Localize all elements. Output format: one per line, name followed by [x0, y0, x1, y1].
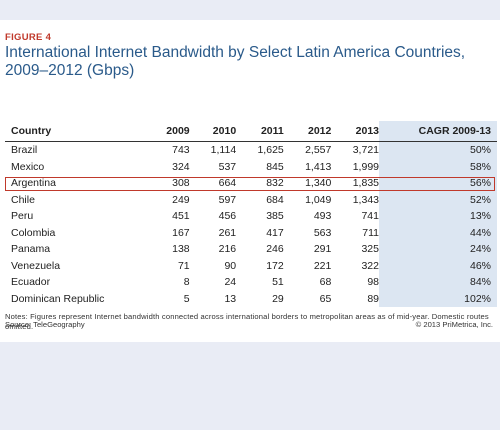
cell-country: Venezuela: [11, 259, 61, 272]
table-row: Panama 138 216 246 291 325 24%: [5, 241, 497, 258]
cell-2009: 167: [172, 226, 190, 239]
cell-cagr: 102%: [464, 292, 491, 305]
cell-2011: 845: [266, 160, 284, 173]
cell-2009: 71: [177, 259, 190, 272]
cell-country: Panama: [11, 243, 51, 256]
table-row: Chile 249 597 684 1,049 1,343 52%: [5, 192, 497, 209]
table-body: Brazil 743 1,114 1,625 2,557 3,721 50% Mexico 32…: [5, 142, 497, 308]
cell-2012: 291: [313, 243, 332, 256]
table-notes: Notes: Figures represent Internet bandwi…: [5, 312, 489, 331]
cell-2011: 385: [266, 210, 284, 223]
cell-country: Brazil: [11, 144, 38, 157]
cell-2013: 3,721: [352, 144, 379, 157]
header-2010: 2010: [197, 121, 245, 142]
cell-cagr: 50%: [469, 144, 491, 157]
cell-cagr: 56%: [469, 177, 491, 190]
cell-cagr: 84%: [469, 276, 491, 289]
cell-country: Ecuador: [11, 276, 51, 289]
cell-2010: 261: [218, 226, 237, 239]
cell-2011: 684: [266, 193, 284, 206]
cell-2012: 493: [313, 210, 332, 223]
table-row: Dominican Republic 5 13 29 65 89 102%: [5, 291, 497, 308]
table-row: Brazil 743 1,114 1,625 2,557 3,721 50%: [5, 142, 497, 159]
cell-2009: 743: [172, 144, 190, 157]
table-row: Mexico 324 537 845 1,413 1,999 58%: [5, 159, 497, 176]
cell-2009: 138: [172, 243, 190, 256]
figure-title: International Internet Bandwidth by Sele…: [5, 44, 466, 79]
cell-2013: 322: [361, 259, 379, 272]
cell-2011: 1,625: [257, 144, 284, 157]
table-row: Venezuela 71 90 172 221 322 46%: [5, 258, 497, 275]
cell-2013: 1,835: [352, 177, 379, 190]
header-2011: 2011: [244, 121, 292, 142]
header-2012: 2012: [291, 121, 340, 142]
cell-cagr: 44%: [469, 226, 491, 239]
figure-label: FIGURE 4: [5, 32, 52, 43]
cell-country: Colombia: [11, 226, 56, 239]
cell-2010: 664: [218, 177, 237, 190]
cell-cagr: 46%: [469, 259, 491, 272]
cell-2012: 1,049: [305, 193, 332, 206]
cell-2013: 711: [362, 226, 379, 239]
table-row: Ecuador 8 24 51 68 98 84%: [5, 274, 497, 291]
cell-2009: 308: [172, 177, 190, 190]
cell-2012: 68: [319, 276, 332, 289]
cell-2010: 216: [218, 243, 237, 256]
page-bottom-band: [0, 342, 500, 430]
page-top-band: [0, 0, 500, 20]
copyright-notice: © 2013 PriMetrica, Inc.: [415, 320, 493, 329]
header-cagr: CAGR 2009-13: [387, 121, 497, 142]
cell-2009: 8: [183, 276, 190, 289]
cell-2013: 1,343: [352, 193, 379, 206]
cell-2010: 537: [218, 160, 237, 173]
cell-cagr: 13%: [469, 210, 491, 223]
cell-2009: 451: [172, 210, 190, 223]
table-header-row: Country 2009 2010 2011 2012 2013 CAGR 20…: [5, 121, 497, 142]
cell-country: Mexico: [11, 160, 45, 173]
cell-cagr: 52%: [469, 193, 491, 206]
cell-2012: 1,413: [305, 160, 332, 173]
cell-2009: 324: [172, 160, 190, 173]
bandwidth-table: Country 2009 2010 2011 2012 2013 CAGR 20…: [5, 121, 497, 307]
cell-2013: 1,999: [352, 160, 379, 173]
header-2009: 2009: [154, 121, 198, 142]
cell-2012: 2,557: [305, 144, 332, 157]
cagr-column-shading: [379, 121, 497, 307]
cell-2012: 65: [319, 292, 332, 305]
cell-country: Chile: [11, 193, 35, 206]
source-credit: Source: TeleGeography: [5, 320, 85, 329]
cell-2010: 24: [224, 276, 237, 289]
table-row: Colombia 167 261 417 563 711 44%: [5, 225, 497, 242]
cell-2011: 832: [266, 177, 284, 190]
cell-2010: 13: [224, 292, 237, 305]
cell-2011: 29: [272, 292, 284, 305]
cell-2013: 89: [367, 292, 379, 305]
cell-2012: 563: [313, 226, 332, 239]
cell-2009: 249: [172, 193, 190, 206]
table-row: Argentina 308 664 832 1,340 1,835 56%: [5, 175, 497, 192]
table-row: Peru 451 456 385 493 741 13%: [5, 208, 497, 225]
cell-2010: 456: [218, 210, 237, 223]
cell-2013: 741: [361, 210, 379, 223]
cell-country: Argentina: [11, 177, 56, 190]
cell-2012: 1,340: [305, 177, 332, 190]
cell-country: Peru: [11, 210, 34, 223]
cell-2009: 5: [183, 292, 190, 305]
cell-2011: 51: [272, 276, 284, 289]
header-country: Country: [5, 121, 155, 142]
cell-2011: 172: [266, 259, 284, 272]
cell-2013: 98: [367, 276, 379, 289]
cell-2013: 325: [361, 243, 379, 256]
cell-country: Dominican Republic: [11, 292, 105, 305]
cell-cagr: 24%: [469, 243, 491, 256]
cell-2011: 246: [266, 243, 284, 256]
cell-2010: 1,114: [210, 144, 237, 157]
cell-2010: 90: [224, 259, 237, 272]
header-2013: 2013: [339, 121, 387, 142]
cell-2011: 417: [266, 226, 284, 239]
cell-cagr: 58%: [469, 160, 491, 173]
cell-2012: 221: [313, 259, 332, 272]
highlighted-row-outline: [5, 177, 495, 191]
cell-2010: 597: [218, 193, 237, 206]
